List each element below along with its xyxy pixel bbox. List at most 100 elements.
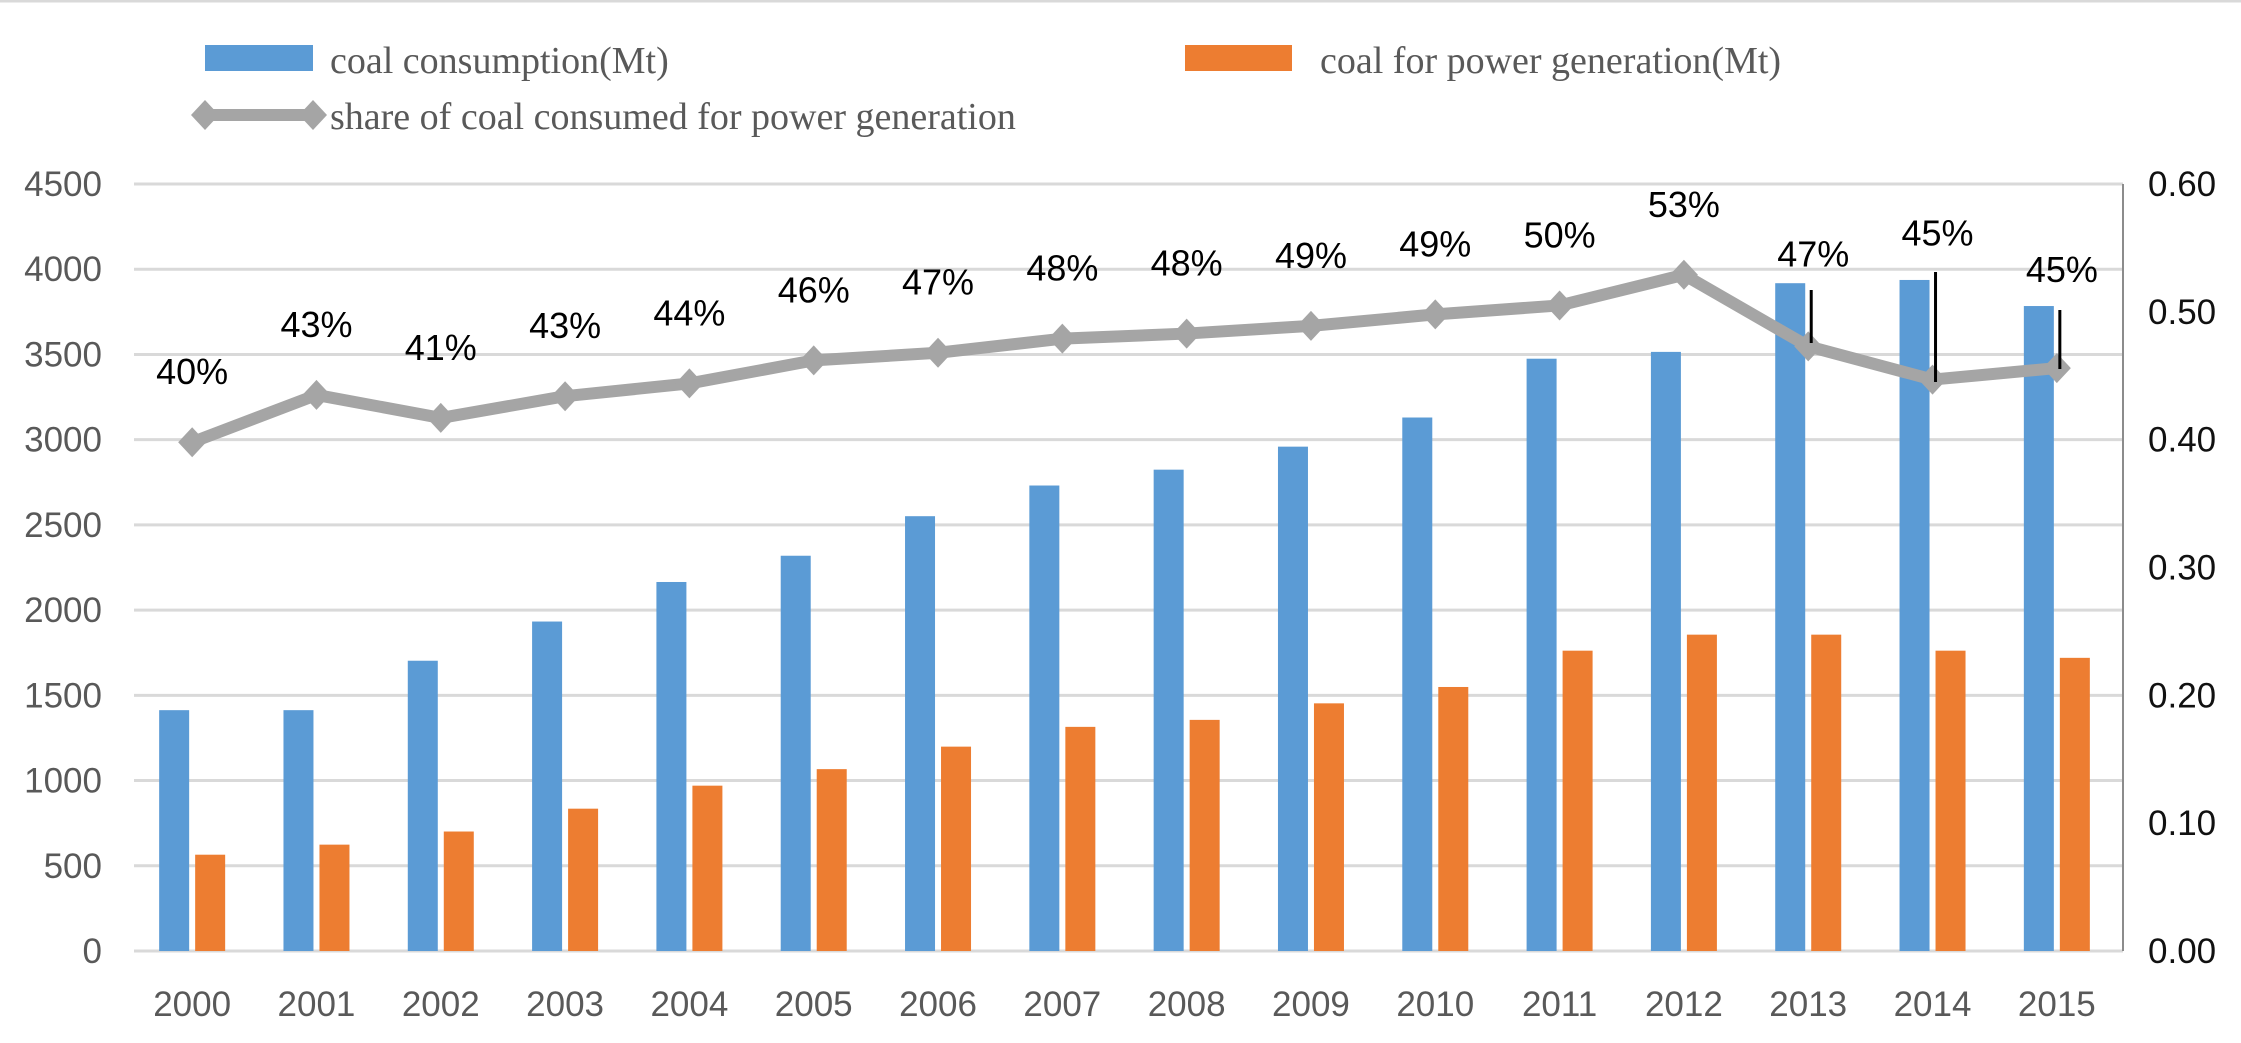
legend: coal consumption(Mt) coal for power gene… (191, 40, 1781, 138)
bar-coal-power (195, 854, 226, 951)
share-marker (178, 427, 207, 458)
share-data-label: 46% (778, 269, 850, 310)
share-data-label: 48% (1151, 243, 1223, 284)
y-tick-label: 3000 (24, 421, 102, 460)
bar-coal-consumption (1650, 351, 1681, 951)
legend-marker-icon (191, 100, 219, 130)
share-data-label: 44% (653, 292, 725, 333)
bar-coal-power (1438, 686, 1469, 951)
legend-swatch-coal-power (1185, 45, 1292, 71)
share-data-label: 40% (156, 351, 228, 392)
x-tick-label: 2010 (1396, 985, 1474, 1024)
share-data-label: 43% (280, 304, 352, 345)
share-marker (1545, 290, 1574, 321)
share-marker (551, 381, 580, 412)
legend-label-coal-consumption: coal consumption(Mt) (330, 40, 669, 82)
x-tick-label: 2011 (1522, 985, 1597, 1024)
share-marker (924, 337, 953, 368)
bar-coal-power (941, 746, 972, 951)
y-tick-label: 3500 (24, 335, 102, 374)
share-marker (1421, 299, 1450, 330)
bar-coal-power (1313, 703, 1344, 951)
bar-coal-power (443, 831, 474, 951)
x-tick-label: 2006 (899, 985, 977, 1024)
share-data-label: 45% (1902, 213, 1974, 254)
share-marker (1172, 318, 1201, 349)
share-marker (426, 402, 455, 433)
share-data-label: 45% (2026, 249, 2098, 290)
bar-coal-power (1562, 650, 1593, 951)
share-data-label: 50% (1524, 214, 1596, 255)
x-tick-label: 2000 (153, 985, 231, 1024)
x-tick-label: 2008 (1148, 985, 1226, 1024)
bar-coal-consumption (1775, 283, 1806, 951)
y-tick-label: 500 (44, 847, 102, 886)
bar-coal-consumption (1277, 446, 1308, 951)
y-tick-label: 4500 (24, 165, 102, 204)
legend-marker-icon (299, 100, 327, 130)
bar-coal-power (816, 769, 847, 951)
bar-coal-power (1935, 650, 1966, 951)
legend-swatch-coal-consumption (205, 45, 313, 71)
x-tick-label: 2004 (650, 985, 728, 1024)
bar-coal-consumption (656, 581, 687, 951)
bar-coal-consumption (2023, 306, 2054, 951)
y2-tick-label: 0.00 (2148, 932, 2216, 971)
x-tick-label: 2013 (1769, 985, 1847, 1024)
bar-coal-consumption (283, 710, 314, 951)
bar-coal-power (2059, 657, 2090, 951)
y-tick-label: 0 (83, 932, 102, 971)
share-marker (1794, 331, 1823, 362)
bar-coal-consumption (1526, 358, 1557, 951)
x-tick-label: 2009 (1272, 985, 1350, 1024)
y2-tick-label: 0.40 (2148, 421, 2216, 460)
legend-label-share: share of coal consumed for power generat… (330, 96, 1016, 138)
bar-coal-consumption (1899, 279, 1930, 952)
x-tick-label: 2007 (1023, 985, 1101, 1024)
share-marker (2042, 353, 2071, 384)
bar-coal-consumption (905, 516, 936, 951)
bar-coal-power (1189, 719, 1220, 951)
y2-tick-label: 0.10 (2148, 804, 2216, 843)
y-tick-label: 2500 (24, 506, 102, 545)
share-data-label: 49% (1399, 223, 1471, 264)
bar-coal-power (319, 844, 350, 951)
share-marker (1048, 323, 1077, 354)
share-marker (302, 379, 331, 410)
share-data-label: 49% (1275, 235, 1347, 276)
bar-coal-consumption (532, 621, 563, 951)
share-data-label: 47% (902, 262, 974, 303)
bar-coal-consumption (1029, 485, 1060, 951)
y2-tick-label: 0.20 (2148, 676, 2216, 715)
bar-coal-power (1811, 634, 1842, 951)
share-marker (1296, 310, 1325, 341)
x-tick-label: 2001 (278, 985, 356, 1024)
share-data-label: 48% (1026, 248, 1098, 289)
y2-tick-label: 0.30 (2148, 549, 2216, 588)
x-tick-label: 2005 (775, 985, 853, 1024)
y-tick-label: 2000 (24, 591, 102, 630)
bar-coal-consumption (780, 555, 811, 951)
bar-coal-consumption (407, 660, 438, 951)
bar-coal-power (692, 785, 723, 951)
share-marker (799, 345, 828, 376)
x-tick-label: 2012 (1645, 985, 1723, 1024)
y-tick-label: 4000 (24, 250, 102, 289)
x-tick-label: 2014 (1894, 985, 1972, 1024)
share-line (190, 268, 2058, 448)
share-marker (675, 368, 704, 399)
bar-coal-consumption (159, 710, 190, 951)
bar-coal-consumption (1153, 469, 1184, 951)
share-data-label: 53% (1648, 184, 1720, 225)
share-marker (1669, 259, 1698, 290)
legend-label-coal-power: coal for power generation(Mt) (1320, 40, 1781, 82)
x-tick-label: 2002 (402, 985, 480, 1024)
x-tick-label: 2003 (526, 985, 604, 1024)
bar-coal-power (1686, 634, 1717, 951)
bar-coal-consumption (1402, 417, 1433, 951)
x-tick-label: 2015 (2018, 985, 2096, 1024)
y-tick-label: 1500 (24, 676, 102, 715)
share-data-label: 41% (405, 327, 477, 368)
share-marker (1918, 364, 1947, 395)
